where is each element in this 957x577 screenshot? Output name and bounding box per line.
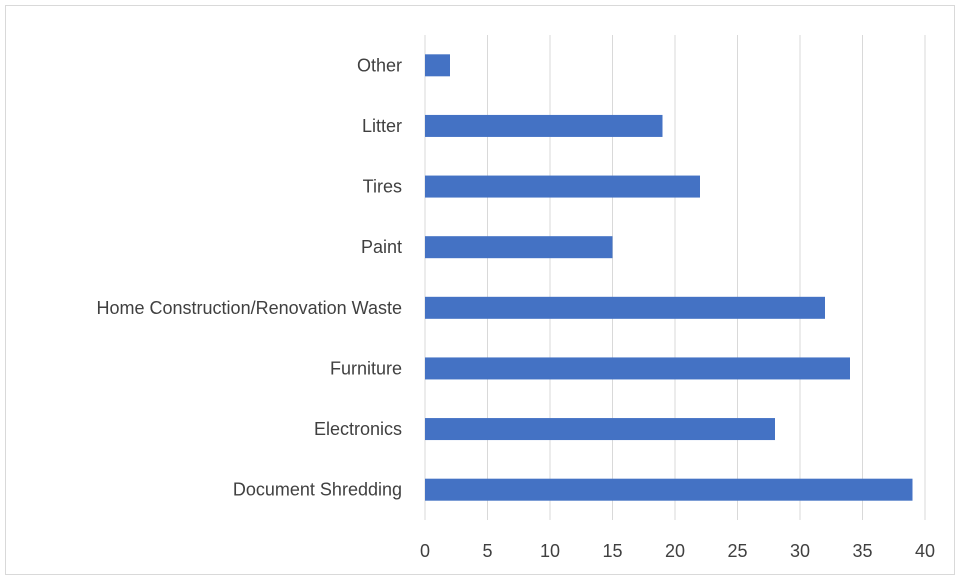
x-tick-label: 25 [727,541,747,561]
category-label: Home Construction/Renovation Waste [97,298,402,318]
bar-paint [425,236,613,259]
category-label: Electronics [314,419,402,439]
category-label: Tires [363,177,402,197]
category-label: Litter [362,116,402,136]
bar-tires [425,175,700,198]
category-label: Document Shredding [233,480,402,500]
bar-document-shredding [425,478,913,501]
x-tick-label: 20 [665,541,685,561]
bar-home-construction-renovation-waste [425,296,825,319]
x-tick-label: 40 [915,541,935,561]
x-tick-labels: 0 5 10 15 20 25 30 35 40 [420,541,935,561]
bar-electronics [425,418,775,441]
x-tick-label: 15 [602,541,622,561]
bar-litter [425,114,663,137]
gridlines [424,35,926,520]
x-tick-label: 35 [852,541,872,561]
x-tick-label: 0 [420,541,430,561]
x-tick-label: 30 [790,541,810,561]
category-labels: Document Shredding Electronics Furniture Ho… [97,55,402,499]
category-label: Other [357,55,402,75]
x-tick-label: 10 [540,541,560,561]
bars [425,54,913,501]
x-tick-label: 5 [482,541,492,561]
bar-furniture [425,357,850,380]
category-label: Paint [361,237,402,257]
category-label: Furniture [330,358,402,378]
bar-other [425,54,450,77]
